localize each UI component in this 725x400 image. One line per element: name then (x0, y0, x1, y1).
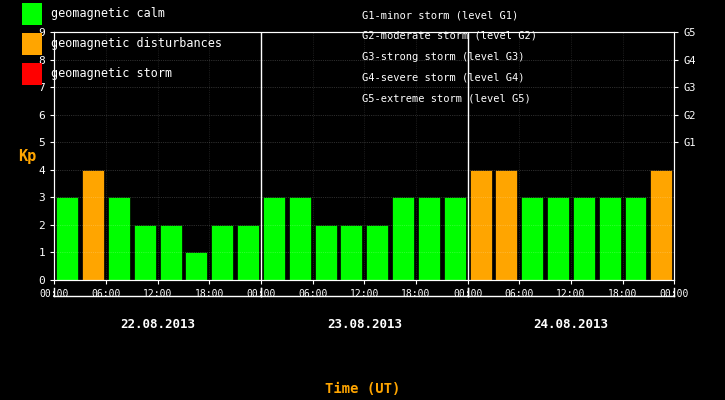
Bar (341, 225, 362, 280)
Bar (444, 197, 465, 280)
Bar (186, 252, 207, 280)
Text: 23.08.2013: 23.08.2013 (327, 318, 402, 331)
Text: G2-moderate storm (level G2): G2-moderate storm (level G2) (362, 31, 537, 41)
Bar (599, 197, 621, 280)
Bar (470, 170, 492, 280)
Bar (289, 197, 311, 280)
Text: geomagnetic storm: geomagnetic storm (51, 68, 172, 80)
Y-axis label: Kp: Kp (18, 148, 36, 164)
Bar (547, 197, 569, 280)
Bar (315, 225, 336, 280)
Text: geomagnetic disturbances: geomagnetic disturbances (51, 38, 222, 50)
Text: Time (UT): Time (UT) (325, 382, 400, 396)
Bar (573, 197, 594, 280)
Bar (495, 170, 518, 280)
Bar (263, 197, 285, 280)
Bar (392, 197, 414, 280)
Text: G3-strong storm (level G3): G3-strong storm (level G3) (362, 52, 525, 62)
Text: G5-extreme storm (level G5): G5-extreme storm (level G5) (362, 93, 531, 103)
Text: 22.08.2013: 22.08.2013 (120, 318, 195, 331)
Bar (160, 225, 181, 280)
Bar (211, 225, 233, 280)
Bar (108, 197, 130, 280)
Bar (418, 197, 440, 280)
Bar (366, 225, 388, 280)
Bar (82, 170, 104, 280)
Bar (237, 225, 259, 280)
Bar (57, 197, 78, 280)
Bar (521, 197, 543, 280)
Text: G1-minor storm (level G1): G1-minor storm (level G1) (362, 10, 519, 20)
Bar (650, 170, 672, 280)
Bar (134, 225, 156, 280)
Bar (624, 197, 647, 280)
Text: geomagnetic calm: geomagnetic calm (51, 8, 165, 20)
Text: 24.08.2013: 24.08.2013 (534, 318, 608, 331)
Text: G4-severe storm (level G4): G4-severe storm (level G4) (362, 72, 525, 82)
